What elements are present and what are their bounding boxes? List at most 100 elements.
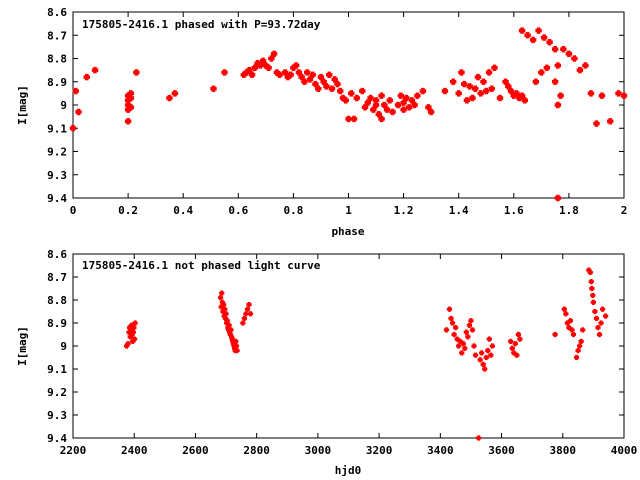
data-point [326,71,333,78]
data-point [465,334,471,340]
data-point [510,92,517,99]
data-point [361,104,369,111]
data-point [580,327,586,333]
data-point [485,348,491,354]
data-point [598,92,606,99]
data-point [364,99,371,106]
x-tick-label: 3400 [427,444,454,457]
data-point [463,329,469,335]
data-point [125,341,131,347]
x-tick-label: 2800 [243,444,270,457]
data-point [511,350,517,356]
data-point [554,101,562,109]
data-point [587,269,593,275]
data-point [554,194,562,202]
data-point [427,108,435,116]
data-point [223,311,229,317]
y-axis-label: I[mag] [16,85,29,125]
x-tick-label: 2200 [60,444,87,457]
y-tick-label: 8.6 [47,248,67,261]
data-point [443,327,450,333]
data-point [552,331,558,338]
data-point [449,78,457,85]
data-point [456,343,462,349]
data-point [127,94,135,102]
data-point [546,39,553,46]
data-point [123,343,130,349]
y-tick-label: 8.8 [47,294,67,307]
data-point [350,115,358,123]
data-point [563,311,569,317]
data-point [243,311,249,317]
data-point [381,101,388,109]
data-point [320,78,327,85]
y-tick-label: 8.7 [47,29,67,42]
data-point [220,308,226,315]
data-point [564,320,570,326]
data-point [127,104,135,111]
data-point [403,94,410,102]
data-point [345,115,352,123]
data-point [588,279,594,285]
data-point [397,92,405,99]
y-axis-label: I[mag] [16,326,29,366]
data-point [131,336,138,342]
tick-marks [72,253,625,439]
data-point [483,354,489,361]
data-point [486,336,492,342]
data-point [312,80,319,88]
data-point [483,87,490,95]
data-point [301,78,308,85]
data-point [219,290,225,296]
data-point [411,101,418,109]
y-tick-label: 8.6 [47,6,67,19]
x-tick-label: 3600 [488,444,515,457]
y-tick-label: 9.3 [47,409,67,422]
data-point [595,325,601,331]
data-point [517,336,523,342]
data-point [378,115,385,123]
data-point [514,352,520,358]
data-point [132,320,138,326]
data-point [262,62,270,69]
data-point [551,78,559,85]
y-tick-label: 9.3 [47,169,67,182]
data-point [281,69,289,76]
data-point [268,55,275,62]
data-point [372,97,380,104]
data-point [582,62,589,69]
data-point [226,322,232,328]
data-point [475,435,482,441]
data-point [331,76,338,83]
data-point [210,85,217,92]
data-point [284,73,292,81]
y-tick-label: 8.9 [47,317,67,330]
data-point [243,69,250,76]
y-tick-label: 9.2 [47,146,67,159]
data-point [507,87,515,95]
data-point [414,92,421,99]
data-point [372,101,380,109]
data-point [91,66,99,74]
data-point [502,78,509,85]
data-point [342,97,349,104]
data-point [468,318,474,324]
data-point [130,338,136,344]
data-point [521,97,529,104]
data-point [446,306,453,312]
data-point [480,361,486,367]
data-point [607,118,614,125]
phased-plot-panel: 0 0.2 0.4 0.6 0.8 1 1.2 1.4 1.6 1.8 2 8.6 8.7 8.8 8.9… [16,6,627,238]
data-point [69,125,77,132]
data-point [400,106,407,113]
y-tick-label: 8.9 [47,76,67,89]
data-point [171,90,179,97]
data-point [240,71,248,78]
data-point [532,78,540,85]
data-point [248,71,256,78]
data-point [246,302,252,308]
data-point [461,80,468,88]
data-point [543,64,551,71]
data-point [488,85,495,92]
data-point [482,366,488,372]
